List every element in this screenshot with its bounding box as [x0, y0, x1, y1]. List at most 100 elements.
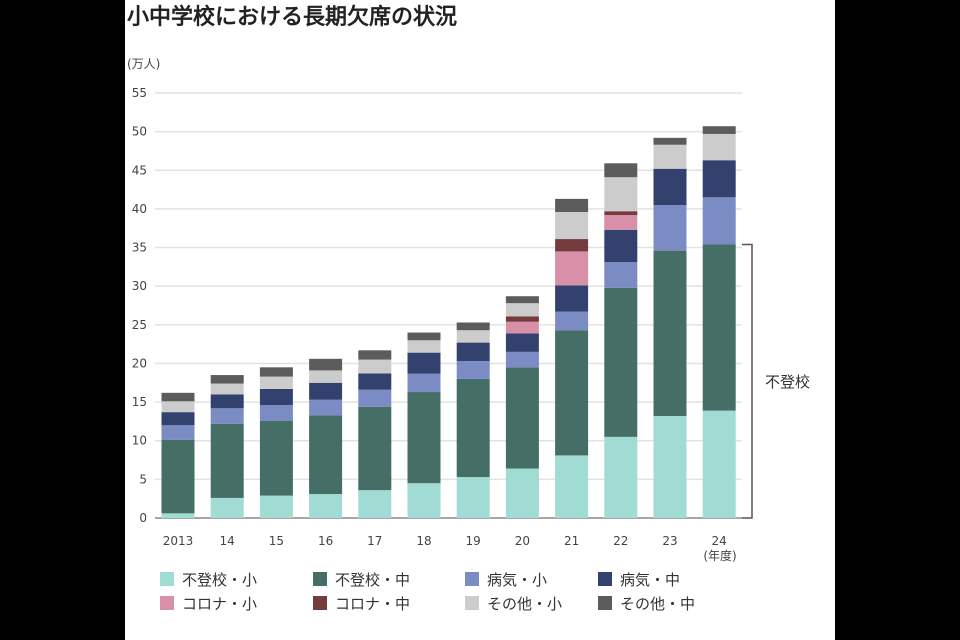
bar-segment: [653, 144, 687, 169]
legend-label: その他・中: [620, 595, 695, 613]
bar-segment: [505, 367, 539, 469]
bar-segment: [653, 416, 687, 518]
y-tick-label: 0: [139, 511, 147, 525]
bar-segment: [505, 468, 539, 518]
legend-label: 病気・中: [620, 571, 680, 589]
bar-segment: [259, 367, 293, 377]
bar-segment: [604, 287, 638, 437]
legend-swatch: [160, 596, 174, 610]
bar-segment: [456, 322, 490, 331]
bar-segment: [161, 401, 195, 413]
bar-segment: [456, 330, 490, 343]
bar-segment: [653, 137, 687, 145]
bar-segment: [604, 436, 638, 518]
legend-swatch: [313, 596, 327, 610]
bar-segment: [161, 439, 195, 514]
y-tick-label: 25: [132, 318, 147, 332]
y-tick-label: 45: [132, 163, 147, 177]
bar-segment: [309, 415, 343, 495]
bar-segment: [358, 406, 392, 491]
bar-segment: [702, 126, 736, 134]
bar-segment: [309, 399, 343, 416]
bar-segment: [161, 392, 195, 402]
chart-title: 小中学校における長期欠席の状況: [127, 4, 457, 30]
legend-label: コロナ・中: [335, 595, 410, 613]
bar-segment: [407, 332, 441, 341]
legend-swatch: [160, 572, 174, 586]
legend-swatch: [465, 596, 479, 610]
legend-swatch: [313, 572, 327, 586]
bar-segment: [555, 251, 589, 286]
bar-segment: [309, 358, 343, 371]
bar-segment: [358, 389, 392, 407]
bar-segment: [505, 351, 539, 368]
x-tick-label: 16: [318, 534, 333, 548]
bar-segment: [604, 262, 638, 288]
y-tick-label: 40: [132, 202, 147, 216]
bar-segment: [210, 497, 244, 518]
bar-segment: [407, 392, 441, 484]
bar-segment: [161, 425, 195, 440]
bar-segment: [407, 373, 441, 393]
bar-segment: [604, 215, 638, 230]
bar-segment: [456, 361, 490, 379]
legend-label: 不登校・中: [335, 571, 410, 589]
bar-segment: [505, 321, 539, 334]
bar-segment: [407, 352, 441, 374]
bar-segment: [456, 378, 490, 478]
x-tick-label: 2013: [163, 534, 194, 548]
x-tick-label: 15: [269, 534, 284, 548]
legend-swatch: [598, 572, 612, 586]
bar-segment: [309, 382, 343, 400]
bar-segment: [604, 177, 638, 212]
legend-label: 不登校・小: [182, 571, 257, 589]
y-tick-label: 30: [132, 279, 147, 293]
bar-segment: [604, 211, 638, 216]
bar-segment: [358, 359, 392, 374]
bar-segment: [653, 205, 687, 251]
legend-label: 病気・小: [487, 571, 547, 589]
bar-segment: [555, 212, 589, 240]
bar-segment: [702, 244, 736, 411]
bar-segment: [309, 494, 343, 518]
y-tick-label: 10: [132, 434, 147, 448]
y-tick-label: 50: [132, 125, 147, 139]
bar-segment: [505, 303, 539, 317]
bar-segment: [210, 394, 244, 409]
bar-segment: [358, 490, 392, 518]
x-tick-label: 17: [367, 534, 382, 548]
bar-segment: [555, 330, 589, 456]
bar-segment: [407, 340, 441, 353]
bar-segment: [259, 388, 293, 406]
x-tick-label: 14: [220, 534, 235, 548]
y-tick-label: 5: [139, 472, 147, 486]
bar-segment: [555, 455, 589, 518]
legend-swatch: [598, 596, 612, 610]
bar-segment: [653, 168, 687, 206]
bar-segment: [702, 197, 736, 245]
legend-label: コロナ・小: [182, 595, 257, 613]
annotation-label: 不登校: [765, 373, 810, 391]
bar-segment: [456, 342, 490, 362]
bar-segment: [259, 376, 293, 389]
x-tick-label: 24: [712, 534, 727, 548]
bar-segment: [555, 285, 589, 312]
bar-segment: [161, 513, 195, 518]
x-tick-label: 21: [564, 534, 579, 548]
bar-segment: [259, 405, 293, 421]
unit-label: (万人): [127, 57, 160, 71]
bar-segment: [456, 477, 490, 518]
bar-segment: [210, 408, 244, 424]
bar-segment: [555, 311, 589, 331]
x-tick-label: 19: [466, 534, 481, 548]
bar-segment: [358, 350, 392, 360]
annotation-bracket: [742, 243, 753, 519]
legend-swatch: [465, 572, 479, 586]
y-tick-label: 20: [132, 356, 147, 370]
bar-segment: [505, 316, 539, 322]
x-axis-unit: (年度): [703, 548, 736, 563]
bar-segment: [161, 412, 195, 426]
bar-segment: [309, 370, 343, 383]
bar-segment: [210, 383, 244, 395]
